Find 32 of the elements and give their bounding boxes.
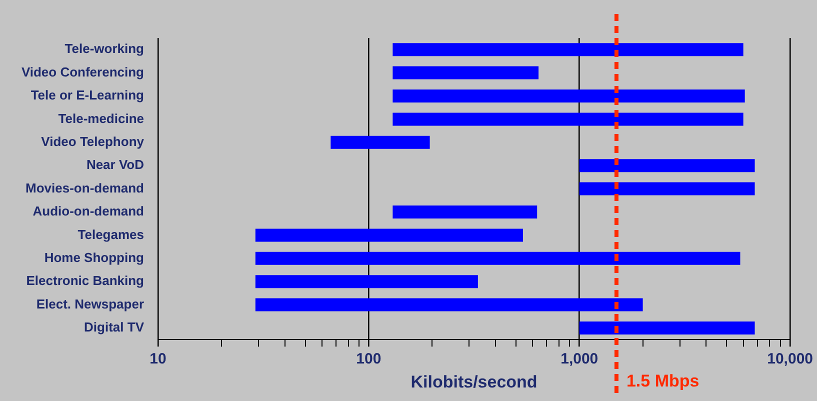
y-tick-label: Telegames [78,226,144,242]
y-tick-label: Near VoD [86,157,144,172]
bar [579,159,755,172]
x-tick-label: 10,000 [767,350,814,368]
y-tick-label: Electronic Banking [26,273,144,288]
bar [392,90,745,102]
y-tick-label: Elect. Newspaper [36,296,144,312]
y-tick-label: Movies-on-demand [26,180,144,196]
bar [392,66,539,80]
bar [255,275,478,288]
bar [330,136,430,149]
x-tick-label: 10 [150,350,166,368]
x-tick-label: 1,000 [560,350,598,368]
y-tick-label: Tele-medicine [58,110,144,126]
y-tick-label: Tele-working [64,41,144,56]
bar [392,43,744,56]
bar [255,252,740,265]
y-tick-label: Audio-on-demand [32,204,144,219]
y-tick-label: Home Shopping [44,250,144,265]
bar [579,182,755,196]
bar [392,206,538,218]
x-tick-label: 100 [356,350,382,368]
bar [255,228,523,242]
y-tick-label: Video Telephony [41,134,145,149]
x-axis-title: Kilobits/second [410,372,538,392]
bar [392,112,744,126]
bar [255,298,643,312]
y-tick-label: Video Conferencing [21,64,144,80]
bar [579,322,755,334]
ref-line-label: 1.5 Mbps [626,371,700,390]
y-tick-label: Digital TV [84,320,144,335]
y-tick-label: Tele or E-Learning [30,88,144,103]
